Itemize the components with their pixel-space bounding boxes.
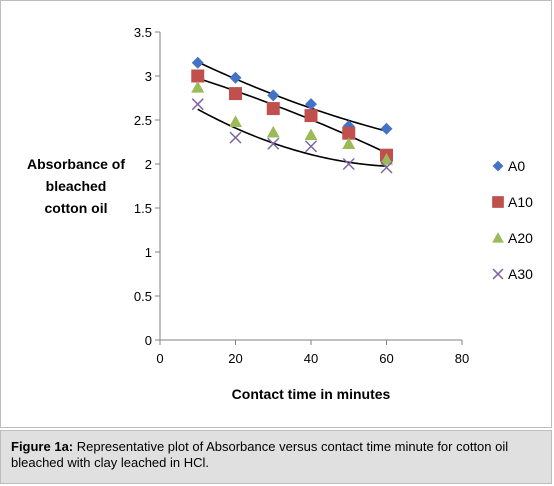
data-point-a10 <box>229 87 242 101</box>
legend-label-a20: A20 <box>508 230 533 246</box>
legend: A0 A10 A20 A30 <box>492 158 533 282</box>
caption-label: Figure 1a: <box>11 439 74 454</box>
data-point-a20 <box>266 125 280 138</box>
data-point-a20 <box>380 153 393 165</box>
data-point-a0 <box>229 71 242 84</box>
legend-marker-a10 <box>492 196 504 208</box>
data-point-a30 <box>342 157 355 171</box>
data-point-a30 <box>229 131 242 144</box>
legend-marker-a30 <box>492 268 504 280</box>
data-point-a10 <box>304 109 318 123</box>
data-point-a0 <box>267 89 280 102</box>
figure-caption: Figure 1a: Representative plot of Absorb… <box>0 430 552 484</box>
legend-marker-a20 <box>492 232 504 243</box>
legend-label-a10: A10 <box>508 194 533 210</box>
y-tick-label: 2.5 <box>134 113 152 128</box>
data-point-a30 <box>191 98 204 111</box>
data-point-a20 <box>229 115 242 127</box>
trendline-a0 <box>197 61 387 132</box>
data-point-a10 <box>266 102 280 116</box>
x-tick-label: 0 <box>156 351 163 366</box>
data-points <box>191 56 393 174</box>
y-tick-label: 1.5 <box>134 201 152 216</box>
data-point-a20 <box>191 80 205 93</box>
axes: 0 0.5 1 1.5 2 2.5 3 3.5 0 20 40 60 80 <box>134 25 469 366</box>
y-axis-title-line: bleached <box>46 178 107 194</box>
trendline-a30 <box>197 108 387 167</box>
chart-frame: 0 0.5 1 1.5 2 2.5 3 3.5 0 20 40 60 80 Absorbance of b… <box>0 0 552 428</box>
data-point-a20 <box>304 128 318 141</box>
data-point-a30 <box>304 140 318 153</box>
data-point-a30 <box>380 161 393 174</box>
x-axis-title: Contact time in minutes <box>232 386 391 402</box>
x-tick-label: 40 <box>304 351 318 366</box>
y-tick-label: 1 <box>145 245 152 260</box>
trendline-a10 <box>197 77 387 154</box>
legend-marker-a0 <box>492 160 504 172</box>
trendlines <box>197 61 387 167</box>
y-axis-title: Absorbance of bleached cotton oil <box>27 156 125 216</box>
y-axis-title-line: cotton oil <box>45 200 108 216</box>
x-tick-label: 60 <box>379 351 393 366</box>
scatter-chart: 0 0.5 1 1.5 2 2.5 3 3.5 0 20 40 60 80 Absorbance of b… <box>27 25 533 402</box>
data-point-a30 <box>267 137 280 150</box>
y-tick-label: 0 <box>145 333 152 348</box>
data-point-a10 <box>342 126 356 140</box>
x-tick-label: 80 <box>455 351 469 366</box>
y-tick-label: 3 <box>145 69 152 84</box>
legend-label-a30: A30 <box>508 266 533 282</box>
data-point-a0 <box>305 98 317 111</box>
y-tick-label: 0.5 <box>134 289 152 304</box>
data-point-a0 <box>191 56 204 69</box>
y-tick-label: 2 <box>145 157 152 172</box>
x-tick-label: 20 <box>228 351 242 366</box>
data-point-a10 <box>191 69 205 83</box>
legend-label-a0: A0 <box>508 158 525 174</box>
data-point-a20 <box>342 137 356 149</box>
y-tick-label: 3.5 <box>134 25 152 40</box>
caption-text: Representative plot of Absorbance versus… <box>11 439 509 470</box>
data-point-a0 <box>380 122 393 135</box>
y-axis-title-line: Absorbance of <box>27 156 125 172</box>
